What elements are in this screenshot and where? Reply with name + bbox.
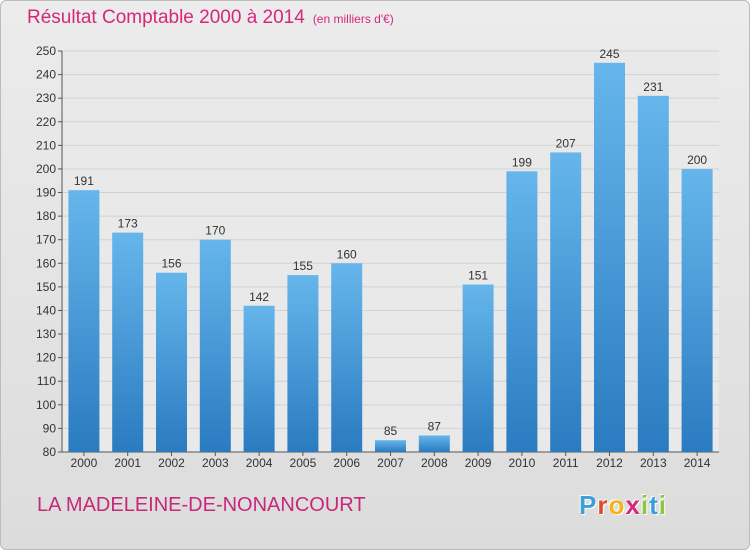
bar [594, 62, 625, 452]
y-tick-label: 110 [37, 374, 56, 388]
x-tick-label: 2012 [596, 456, 623, 470]
x-tick-label: 2007 [377, 456, 404, 470]
data-label: 87 [428, 419, 442, 433]
data-label: 170 [205, 224, 225, 238]
data-label: 85 [384, 424, 398, 438]
y-tick-label: 230 [36, 91, 56, 105]
data-label: 160 [337, 247, 357, 261]
data-label: 173 [118, 217, 138, 231]
logo-letter: i [658, 490, 667, 520]
y-tick-label: 180 [36, 209, 56, 223]
x-tick-label: 2002 [158, 456, 185, 470]
y-tick-label: 190 [36, 186, 56, 200]
data-label: 142 [249, 290, 269, 304]
bar [375, 440, 406, 452]
bar [462, 284, 494, 452]
y-tick-label: 140 [36, 303, 56, 317]
data-label: 191 [74, 174, 94, 188]
x-tick-label: 2003 [202, 456, 229, 470]
x-tick-label: 2011 [553, 456, 579, 470]
bar [637, 95, 669, 452]
x-tick-label: 2004 [246, 456, 273, 470]
y-tick-label: 150 [36, 280, 56, 294]
logo-letter: P [579, 490, 598, 520]
chart-title: Résultat Comptable 2000 à 2014 (en millie… [27, 7, 394, 29]
bar [550, 152, 582, 452]
bar [418, 435, 450, 452]
proxiti-logo: Proxiti [579, 490, 667, 521]
logo-letter: x [625, 490, 641, 520]
place-name: LA MADELEINE-DE-NONANCOURT [37, 494, 366, 516]
bar [112, 232, 144, 452]
x-tick-label: 2009 [465, 456, 492, 470]
bar [681, 168, 713, 453]
y-tick-label: 210 [36, 138, 56, 152]
x-tick-label: 2000 [71, 456, 98, 470]
y-tick-label: 170 [36, 233, 56, 247]
logo-letter: r [597, 490, 609, 520]
x-tick-label: 2006 [333, 456, 360, 470]
data-label: 151 [468, 269, 488, 283]
bar [506, 171, 538, 453]
y-tick-label: 250 [36, 44, 56, 58]
data-label: 156 [161, 257, 181, 271]
logo-letter: t [649, 490, 659, 520]
x-tick-label: 2013 [640, 456, 667, 470]
chart-title-text: Résultat Comptable 2000 à 2014 [27, 7, 305, 28]
bar [156, 272, 187, 452]
logo-letter: o [608, 490, 626, 520]
x-tick-label: 2010 [509, 456, 536, 470]
x-tick-label: 2001 [114, 456, 141, 470]
y-tick-label: 200 [36, 162, 56, 176]
data-label: 155 [293, 259, 313, 273]
y-tick-label: 130 [36, 327, 56, 341]
data-label: 207 [556, 136, 576, 150]
bar [331, 263, 363, 452]
bar [199, 239, 231, 452]
y-tick-label: 240 [36, 68, 56, 82]
y-tick-label: 220 [36, 115, 56, 129]
y-tick-label: 160 [36, 256, 56, 270]
y-tick-label: 100 [36, 398, 56, 412]
x-tick-label: 2014 [684, 456, 711, 470]
data-label: 200 [687, 153, 707, 167]
bar [243, 305, 275, 452]
bar [287, 275, 319, 452]
x-tick-label: 2005 [290, 456, 317, 470]
data-label: 199 [512, 155, 532, 169]
y-tick-label: 120 [36, 351, 56, 365]
bar [68, 190, 100, 452]
logo-letter: i [640, 490, 650, 520]
data-label: 245 [599, 47, 619, 61]
chart-subtitle: (en milliers d'€) [312, 12, 394, 26]
y-tick-label: 90 [43, 421, 57, 435]
y-tick-label: 80 [43, 445, 57, 459]
x-tick-label: 2008 [421, 456, 448, 470]
data-label: 231 [643, 80, 663, 94]
